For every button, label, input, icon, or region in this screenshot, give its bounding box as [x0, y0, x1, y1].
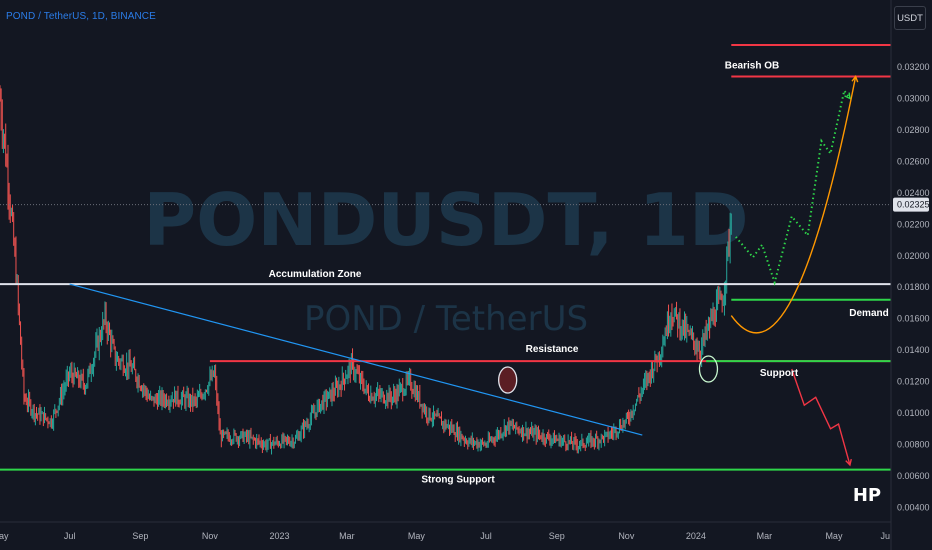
x-tick-label: Nov [202, 531, 219, 541]
y-tick-label: 0.03200 [897, 62, 930, 72]
y-tick-label: 0.02600 [897, 156, 930, 166]
x-tick-label: May [0, 531, 9, 541]
x-tick-label: Mar [757, 531, 773, 541]
watermark-pair: POND / TetherUS [304, 299, 588, 339]
y-tick-label: 0.01600 [897, 314, 930, 324]
x-tick-label: Sep [549, 531, 565, 541]
x-tick-label: 2024 [686, 531, 706, 541]
candles [0, 85, 732, 455]
highlight-circle [498, 366, 518, 394]
y-tick-label: 0.01800 [897, 282, 930, 292]
projection-path [791, 368, 851, 466]
symbol-title[interactable]: POND / TetherUS, 1D, BINANCE [6, 11, 156, 22]
watermark-ticker: PONDUSDT, 1D [143, 178, 748, 262]
annotation-lines [0, 44, 891, 471]
level-label: Bearish OB [725, 60, 779, 71]
y-tick-label: 0.02000 [897, 251, 930, 261]
y-tick-label: 0.02400 [897, 188, 930, 198]
x-tick-label: 2023 [269, 531, 289, 541]
level-label: Strong Support [421, 475, 495, 486]
currency-button[interactable]: USDT [894, 6, 926, 30]
projection-arrowhead [844, 92, 851, 100]
x-tick-label: May [825, 531, 843, 541]
x-tick-label: Sep [132, 531, 148, 541]
y-tick-label: 0.00400 [897, 502, 930, 512]
brand-mark: HP [853, 485, 881, 506]
x-tick-label: Nov [618, 531, 635, 541]
last-price-badge [893, 197, 929, 212]
level-label: Accumulation Zone [269, 269, 362, 280]
y-tick-label: 0.03000 [897, 93, 930, 103]
y-tick-label: 0.01000 [897, 408, 930, 418]
x-tick-label: May [408, 531, 426, 541]
y-tick-label: 0.01400 [897, 345, 930, 355]
y-tick-label: 0.02800 [897, 125, 930, 135]
projection-arrowhead [851, 75, 859, 83]
y-tick-label: 0.01200 [897, 377, 930, 387]
annotation-labels: Bearish OB Accumulation Zone Demand Resista… [269, 60, 889, 506]
level-label: Support [760, 368, 799, 379]
y-tick-label: 0.02200 [897, 219, 930, 229]
projection-path [730, 76, 857, 334]
x-tick-label: Jul [480, 531, 492, 541]
level-label: Demand [849, 308, 888, 319]
trendline [69, 283, 643, 436]
last-price-label: 0.02325 [897, 200, 930, 210]
x-tick-label: Ju [881, 531, 891, 541]
y-tick-label: 0.00800 [897, 440, 930, 450]
projection-path [735, 88, 851, 287]
x-tick-label: Jul [64, 531, 76, 541]
level-label: Resistance [526, 344, 579, 355]
projection-arrowhead [845, 458, 852, 467]
y-tick-label: 0.00600 [897, 471, 930, 481]
watermark: PONDUSDT, 1D POND / TetherUS [143, 178, 748, 339]
x-tick-label: Mar [339, 531, 355, 541]
highlight-circle [698, 355, 719, 383]
